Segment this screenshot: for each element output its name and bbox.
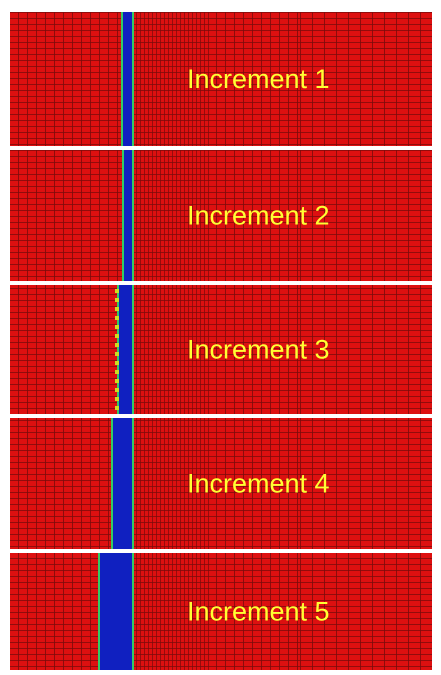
- damage-band: [119, 285, 132, 414]
- band-jag: [115, 307, 119, 311]
- band-jag: [115, 388, 119, 392]
- band-jag: [115, 397, 119, 401]
- mesh-panel: Increment 3: [10, 285, 432, 414]
- mesh-panel: Increment 5: [10, 553, 432, 670]
- panel-label: Increment 1: [187, 64, 330, 94]
- band-jag: [115, 361, 119, 365]
- band-jag: [115, 406, 119, 410]
- band-jag: [115, 298, 119, 302]
- band-jag: [115, 379, 119, 383]
- band-jag: [115, 334, 119, 338]
- mesh-panel: Increment 4: [10, 418, 432, 549]
- damage-band: [124, 150, 132, 281]
- panel-label: Increment 3: [187, 335, 330, 365]
- band-jag: [115, 325, 119, 329]
- band-jag: [115, 352, 119, 356]
- band-jag: [115, 316, 119, 320]
- panel-label: Increment 2: [187, 201, 330, 231]
- damage-band: [100, 553, 132, 670]
- band-jag: [115, 343, 119, 347]
- panel-label: Increment 4: [187, 469, 330, 499]
- band-jag: [115, 370, 119, 374]
- figure: Increment 1 Increment 2 Increment 3 Increme…: [0, 0, 441, 675]
- mesh-panel: Increment 1: [10, 12, 432, 146]
- damage-band: [123, 12, 132, 146]
- panel-label: Increment 5: [187, 597, 330, 627]
- band-jag: [115, 289, 119, 293]
- mesh-panel: Increment 2: [10, 150, 432, 281]
- damage-band: [113, 418, 132, 549]
